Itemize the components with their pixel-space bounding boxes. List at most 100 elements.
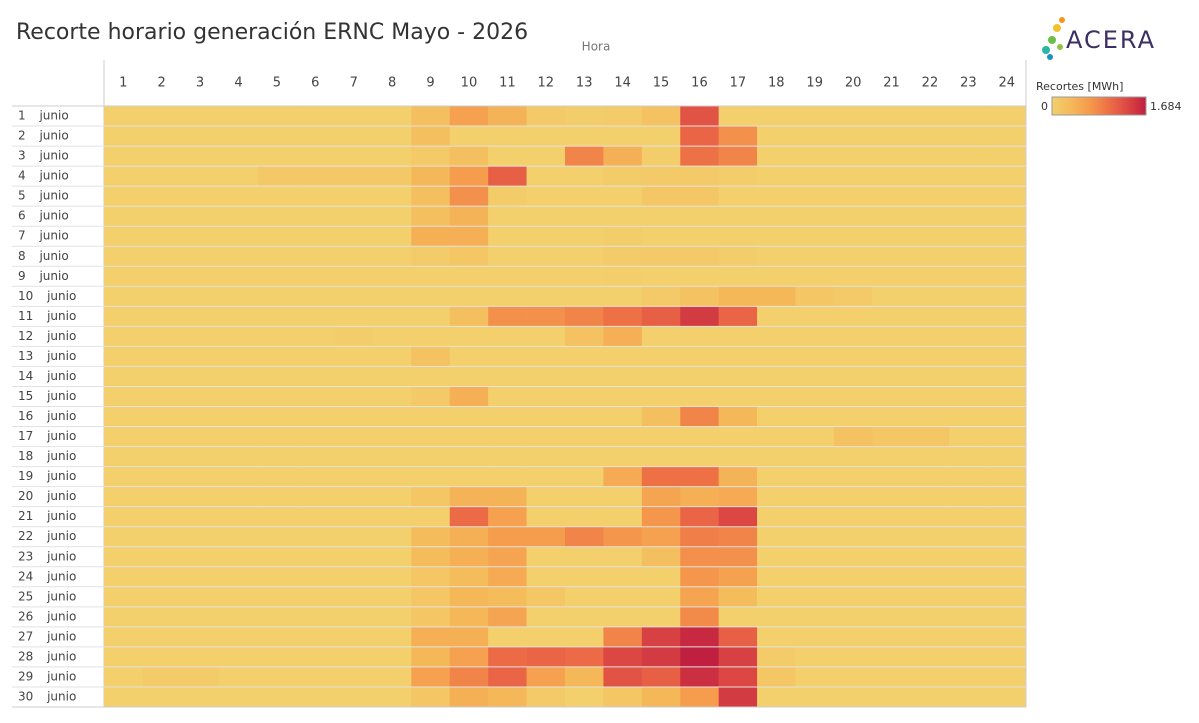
heat-cell [565, 446, 604, 467]
heat-cell [949, 386, 988, 407]
heat-cell [872, 126, 912, 147]
heat-cell [718, 646, 758, 668]
heat-cell [718, 126, 758, 147]
heat-cell [372, 306, 412, 327]
heat-cell [641, 646, 681, 668]
heat-cell [565, 526, 604, 548]
heat-cell [680, 606, 719, 628]
heat-cell [219, 546, 258, 568]
heat-cell [833, 186, 873, 207]
heat-cell [180, 646, 220, 668]
heat-cell [296, 186, 335, 207]
heat-cell [180, 566, 220, 588]
heat-cell [334, 146, 374, 167]
x-tick-label: 20 [845, 76, 862, 91]
heat-cell [104, 426, 143, 447]
heat-cell [449, 446, 489, 467]
x-tick-label: 13 [576, 76, 593, 91]
heat-cell [565, 386, 604, 407]
heat-cell [526, 526, 566, 548]
heat-cell [795, 166, 835, 187]
x-tick-label: 17 [730, 76, 747, 91]
heat-cell [949, 286, 988, 307]
heat-cell [219, 626, 258, 648]
heat-cell [987, 646, 1027, 668]
heat-cell [949, 146, 988, 167]
heat-cell [833, 566, 873, 588]
heat-cell [104, 366, 143, 387]
heat-cell [757, 626, 796, 648]
heat-cell [142, 546, 182, 568]
heat-cell [411, 666, 451, 688]
heat-cell [488, 526, 527, 548]
heat-cell [872, 146, 912, 167]
heat-cell [257, 246, 297, 267]
y-tick-label: 2 junio [18, 129, 69, 143]
heat-cell [910, 506, 950, 527]
heat-cell [565, 686, 604, 708]
heat-cell [565, 266, 604, 287]
y-tick-label: 20 junio [18, 489, 76, 503]
heat-cell [334, 346, 374, 367]
x-tick-label: 21 [883, 76, 900, 91]
heat-cell [334, 186, 374, 207]
heat-cell [910, 526, 950, 548]
heat-cell [795, 666, 835, 688]
heat-cell [296, 226, 335, 247]
heat-cell [257, 506, 297, 527]
heat-cell [641, 666, 681, 688]
heat-cell [910, 286, 950, 307]
x-tick-label: 23 [960, 76, 977, 91]
heat-cell [910, 466, 950, 487]
heat-cell [795, 206, 835, 227]
heat-cell [910, 346, 950, 367]
heat-cell [987, 386, 1027, 407]
heat-cell [910, 606, 950, 628]
heat-cell [833, 346, 873, 367]
heat-cell [757, 426, 796, 447]
heat-cell [449, 406, 489, 427]
heat-cell [872, 486, 912, 507]
heat-cell [334, 626, 374, 648]
heat-cell [987, 406, 1027, 427]
heat-cell [411, 686, 451, 708]
heat-cell [680, 206, 719, 227]
heat-cell [910, 166, 950, 187]
heat-cell [296, 306, 335, 327]
heat-cell [949, 606, 988, 628]
heat-cell [411, 266, 451, 287]
heat-cell [833, 506, 873, 527]
heat-cell [104, 226, 143, 247]
heat-cell [526, 546, 566, 568]
heat-cell [219, 326, 258, 347]
heat-cell [219, 146, 258, 167]
heat-cell [795, 286, 835, 307]
heat-cell [641, 526, 681, 548]
heat-cell [372, 406, 412, 427]
heat-cell [449, 286, 489, 307]
heat-cell [142, 686, 182, 708]
heat-cell [334, 246, 374, 267]
heat-cell [526, 426, 566, 447]
heat-cell [219, 246, 258, 267]
heat-cell [449, 386, 489, 407]
heat-cell [910, 626, 950, 648]
heat-cell [833, 546, 873, 568]
heat-cell [949, 346, 988, 367]
heat-cell [488, 286, 527, 307]
heat-cell [757, 686, 796, 708]
heat-cell [219, 166, 258, 187]
heat-cell [603, 586, 643, 608]
heat-cell [603, 186, 643, 207]
heat-cell [296, 426, 335, 447]
heat-cell [526, 646, 566, 668]
heat-cell [296, 386, 335, 407]
x-tick-label: 14 [614, 76, 631, 91]
heat-cell [872, 546, 912, 568]
heat-cell [757, 246, 796, 267]
x-tick-label: 4 [234, 76, 242, 91]
heat-cell [641, 446, 681, 467]
heat-cell [603, 366, 643, 387]
heat-cell [488, 146, 527, 167]
heat-cell [603, 506, 643, 527]
